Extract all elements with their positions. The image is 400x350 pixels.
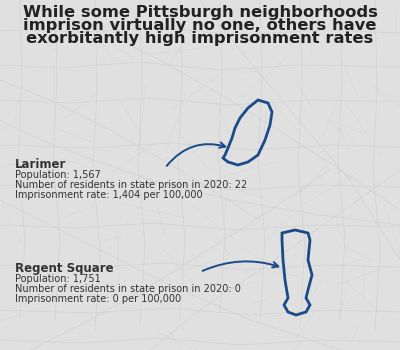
Text: Number of residents in state prison in 2020: 0: Number of residents in state prison in 2… [15,284,241,294]
Text: Regent Square: Regent Square [15,262,114,275]
Text: Imprisonment rate: 0 per 100,000: Imprisonment rate: 0 per 100,000 [15,294,181,304]
Text: Population: 1,567: Population: 1,567 [15,170,101,180]
Text: Population: 1,751: Population: 1,751 [15,274,101,284]
Text: Imprisonment rate: 1,404 per 100,000: Imprisonment rate: 1,404 per 100,000 [15,190,203,200]
Text: Number of residents in state prison in 2020: 22: Number of residents in state prison in 2… [15,180,247,190]
Text: While some Pittsburgh neighborhoods: While some Pittsburgh neighborhoods [22,5,378,20]
Text: exorbitantly high imprisonment rates: exorbitantly high imprisonment rates [26,31,374,46]
Text: Larimer: Larimer [15,158,66,171]
Text: imprison virtually no one, others have: imprison virtually no one, others have [23,18,377,33]
